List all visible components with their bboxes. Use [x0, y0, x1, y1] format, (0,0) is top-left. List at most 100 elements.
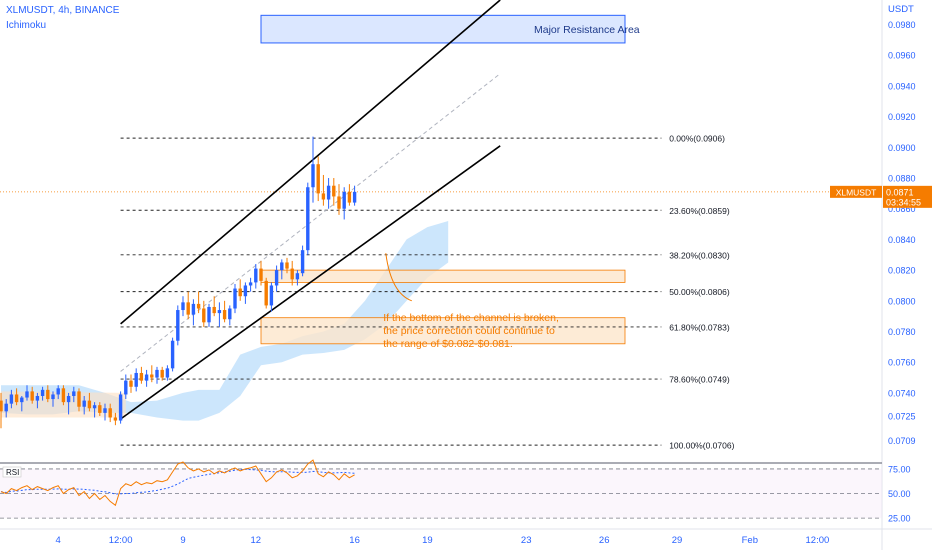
candle-body	[56, 388, 60, 395]
candle-body	[155, 369, 159, 378]
candle-body	[233, 288, 237, 309]
price-tick: 0.0880	[888, 174, 916, 184]
chart-title[interactable]: XLMUSDT, 4h, BINANCE	[6, 5, 120, 16]
candle-body	[0, 400, 3, 412]
candle-body	[300, 250, 305, 274]
time-tick: Feb	[742, 535, 758, 546]
candle-body	[77, 391, 81, 407]
candle-body	[295, 273, 300, 280]
price-tick: 0.0900	[888, 143, 916, 153]
candle-body	[118, 394, 123, 421]
candle-body	[238, 288, 242, 297]
fib-level-label: 61.80%(0.0783)	[669, 322, 730, 332]
fib-level-label: 38.20%(0.0830)	[669, 250, 730, 260]
candle-body	[14, 394, 19, 403]
channel-mid-line	[120, 73, 501, 372]
annotation-text: If the bottom of the channel is broken,	[383, 312, 559, 324]
annotation-text: the price correction could continue to	[383, 325, 555, 337]
candle-body	[202, 308, 206, 323]
annotation-text: the range of $0.082-$0.081.	[383, 338, 513, 350]
candle-body	[191, 303, 196, 315]
price-tick: 0.0820	[888, 266, 916, 276]
resistance-label: Major Resistance Area	[534, 24, 640, 36]
candle-body	[160, 369, 164, 378]
candle-body	[66, 395, 71, 403]
candle-body	[311, 164, 315, 188]
candle-body	[72, 391, 76, 396]
price-tick: 0.0940	[888, 81, 916, 91]
candle-body	[30, 391, 34, 401]
candle-body	[61, 388, 66, 403]
rsi-level-label: 75.00	[888, 464, 911, 474]
candle-body	[46, 389, 50, 400]
candle-body	[4, 403, 8, 412]
price-tick: 0.0980	[888, 20, 916, 30]
candle-body	[212, 306, 216, 314]
candle-body	[9, 394, 14, 404]
rsi-level-label: 25.00	[888, 514, 911, 524]
annotation-arrow	[385, 253, 412, 302]
candle-body	[285, 262, 289, 269]
time-tick: 4	[56, 535, 61, 546]
candle-body	[306, 187, 310, 251]
candle-body	[217, 310, 222, 314]
time-tick: 23	[521, 535, 532, 546]
axis-unit-label: USDT	[888, 4, 914, 15]
price-tick: 0.0920	[888, 112, 916, 122]
time-tick: 12:00	[109, 535, 133, 546]
price-tick: 0.0709	[888, 436, 916, 446]
time-tick: 19	[422, 535, 433, 546]
indicator-label[interactable]: Ichimoku	[6, 20, 47, 31]
candle-body	[103, 408, 107, 413]
candle-body	[35, 395, 40, 401]
fib-level-label: 23.60%(0.0859)	[669, 206, 730, 216]
candle-body	[51, 394, 55, 400]
channel-lower-line	[120, 145, 501, 420]
fib-level-label: 78.60%(0.0749)	[669, 375, 730, 385]
candle-body	[82, 400, 86, 407]
candle-body	[139, 372, 144, 381]
candle-body	[165, 368, 170, 378]
support-zone	[260, 269, 626, 283]
price-tick: 0.0860	[888, 204, 916, 214]
candle-body	[269, 285, 274, 306]
candle-body	[316, 164, 320, 194]
time-tick: 29	[672, 535, 683, 546]
candle-body	[248, 282, 253, 286]
candle-body	[196, 303, 201, 309]
price-tag-value: 0.0871	[886, 187, 914, 197]
symbol-tag: XLMUSDT	[836, 187, 877, 197]
candle-body	[87, 400, 92, 409]
price-tag-countdown: 03:34:55	[886, 197, 921, 207]
candle-body	[259, 268, 263, 281]
candle-body	[254, 268, 258, 283]
candle-body	[352, 191, 357, 203]
candle-body	[124, 380, 128, 395]
candle-body	[274, 270, 279, 286]
candle-body	[181, 302, 185, 311]
candle-body	[290, 268, 294, 280]
time-tick: 26	[599, 535, 610, 546]
rsi-label: RSI	[6, 468, 19, 477]
candle-body	[170, 340, 175, 369]
candle-body	[347, 191, 352, 203]
candle-body	[326, 185, 331, 200]
time-tick: 12:00	[806, 535, 830, 546]
price-tick: 0.0780	[888, 327, 916, 337]
candle-body	[134, 372, 138, 387]
candle-body	[25, 391, 29, 398]
candle-body	[113, 417, 118, 421]
candle-body	[337, 196, 341, 209]
candle-body	[108, 408, 112, 418]
price-tick: 0.0960	[888, 51, 916, 61]
rsi-line	[0, 459, 355, 507]
price-tick: 0.0760	[888, 358, 916, 368]
price-tick: 0.0725	[888, 411, 916, 421]
time-tick: 16	[349, 535, 360, 546]
candle-body	[280, 262, 284, 271]
price-tag-box	[883, 185, 932, 208]
candle-body	[150, 374, 154, 378]
candle-body	[321, 193, 326, 200]
